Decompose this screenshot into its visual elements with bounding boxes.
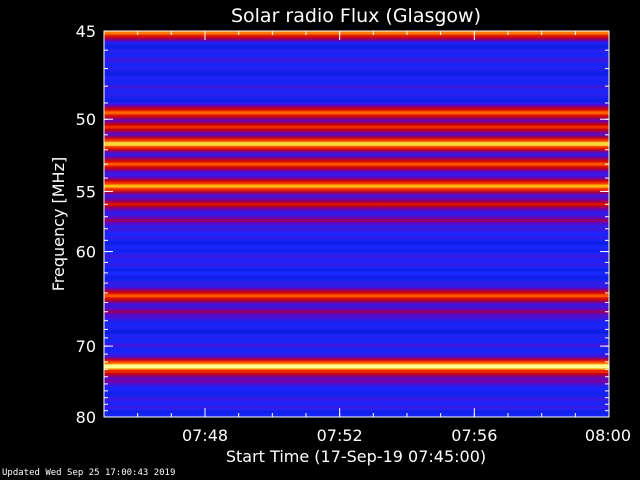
plot-frame (103, 30, 610, 418)
y-tick-label: 50 (76, 110, 96, 129)
spectrogram-area (104, 31, 609, 417)
emission-band-72.6 (104, 364, 609, 369)
y-tick-label: 55 (76, 182, 96, 201)
y-tick-label: 60 (76, 243, 96, 262)
x-tick-label: 07:52 (317, 426, 363, 445)
emission-band-66 (104, 310, 609, 314)
chart-title: Solar radio Flux (Glasgow) (231, 5, 481, 27)
emission-band-73.3 (104, 370, 609, 374)
emission-band-45.1 (104, 31, 609, 35)
emission-band-56 (104, 202, 609, 206)
x-axis-label: Start Time (17-Sep-19 07:45:00) (226, 447, 486, 466)
y-axis-label: Frequency [MHz] (49, 157, 68, 291)
emission-band-64.3 (104, 294, 609, 298)
updated-timestamp: Updated Wed Sep 25 17:00:43 2019 (2, 468, 176, 478)
x-tick-label: 08:00 (585, 426, 631, 445)
emission-band-49.6 (104, 111, 609, 115)
emission-band-50.5 (104, 125, 609, 129)
x-tick-label: 07:56 (451, 426, 497, 445)
emission-band-74.6 (104, 379, 609, 383)
emission-band-57.3 (104, 218, 609, 222)
y-tick-label: 45 (76, 22, 96, 41)
y-tick-label: 70 (76, 337, 96, 356)
emission-band-51.6 (104, 141, 609, 146)
emission-band-54.6 (104, 184, 609, 188)
y-tick-label: 80 (76, 408, 96, 427)
x-tick-label: 07:48 (182, 426, 228, 445)
emission-band-53 (104, 162, 609, 166)
